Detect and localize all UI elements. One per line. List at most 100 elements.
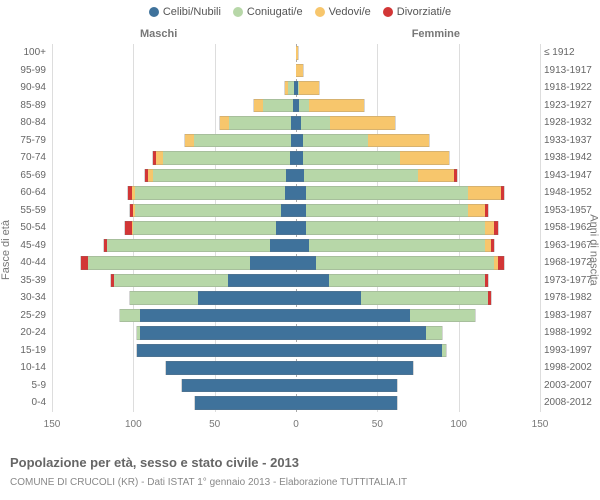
female-bar bbox=[296, 204, 489, 218]
bar-seg-divorced bbox=[485, 274, 488, 288]
bar-seg-married bbox=[309, 239, 485, 253]
age-label: 75-79 bbox=[4, 132, 46, 149]
birth-year-label: 1918-1922 bbox=[544, 79, 596, 96]
age-row: 75-791933-1937 bbox=[52, 132, 540, 150]
bar-seg-widowed bbox=[368, 134, 430, 148]
bar-seg-widowed bbox=[254, 99, 264, 113]
legend-item: Coniugati/e bbox=[233, 6, 303, 18]
x-tick-label: 100 bbox=[125, 419, 142, 430]
bar-seg-single bbox=[296, 256, 316, 270]
bar-seg-single bbox=[276, 221, 296, 235]
male-bar bbox=[136, 326, 296, 340]
birth-year-label: 1978-1982 bbox=[544, 289, 596, 306]
male-bar bbox=[165, 361, 296, 375]
birth-year-label: 1963-1967 bbox=[544, 237, 596, 254]
bar-seg-married bbox=[130, 291, 198, 305]
female-bar bbox=[296, 186, 505, 200]
bar-seg-widowed bbox=[468, 186, 501, 200]
bar-seg-divorced bbox=[498, 256, 505, 270]
bar-seg-widowed bbox=[418, 169, 454, 183]
bar-seg-divorced bbox=[454, 169, 457, 183]
bar-seg-married bbox=[303, 134, 368, 148]
bar-seg-single bbox=[296, 221, 306, 235]
female-bar bbox=[296, 46, 299, 60]
grid-line bbox=[540, 44, 541, 412]
male-bar bbox=[284, 81, 296, 95]
bar-seg-single bbox=[182, 379, 296, 393]
bar-seg-single bbox=[281, 204, 296, 218]
female-bar bbox=[296, 256, 505, 270]
age-row: 45-491963-1967 bbox=[52, 237, 540, 255]
age-row: 10-141998-2002 bbox=[52, 359, 540, 377]
bar-seg-single bbox=[198, 291, 296, 305]
male-bar bbox=[253, 99, 296, 113]
bar-seg-single bbox=[195, 396, 296, 410]
female-bar bbox=[296, 134, 430, 148]
bar-seg-single bbox=[250, 256, 296, 270]
male-bar bbox=[144, 169, 296, 183]
bar-seg-married bbox=[135, 204, 281, 218]
birth-year-label: 1983-1987 bbox=[544, 307, 596, 324]
bar-seg-widowed bbox=[400, 151, 449, 165]
birth-year-label: 1958-1962 bbox=[544, 219, 596, 236]
bar-seg-married bbox=[120, 309, 140, 323]
female-bar bbox=[296, 274, 489, 288]
male-bar bbox=[152, 151, 296, 165]
female-label: Femmine bbox=[412, 28, 460, 40]
bar-seg-married bbox=[442, 344, 445, 358]
bar-seg-divorced bbox=[491, 239, 494, 253]
bar-seg-married bbox=[426, 326, 442, 340]
bar-seg-widowed bbox=[185, 134, 193, 148]
male-bar bbox=[124, 221, 296, 235]
bar-seg-married bbox=[163, 151, 290, 165]
female-bar bbox=[296, 116, 396, 130]
bar-seg-married bbox=[133, 221, 276, 235]
age-label: 5-9 bbox=[4, 377, 46, 394]
age-row: 80-841928-1932 bbox=[52, 114, 540, 132]
birth-year-label: 1953-1957 bbox=[544, 202, 596, 219]
bar-seg-married bbox=[306, 204, 469, 218]
bar-seg-single bbox=[270, 239, 296, 253]
age-label: 10-14 bbox=[4, 359, 46, 376]
male-bar bbox=[110, 274, 296, 288]
female-bar bbox=[296, 379, 398, 393]
female-bar bbox=[296, 99, 365, 113]
legend-item: Vedovi/e bbox=[315, 6, 371, 18]
chart-subtitle: COMUNE DI CRUCOLI (KR) - Dati ISTAT 1° g… bbox=[10, 477, 407, 488]
legend-label: Coniugati/e bbox=[247, 6, 303, 18]
bar-seg-single bbox=[296, 239, 309, 253]
x-tick-label: 50 bbox=[209, 419, 220, 430]
age-row: 30-341978-1982 bbox=[52, 289, 540, 307]
male-bar bbox=[119, 309, 296, 323]
x-tick-label: 50 bbox=[372, 419, 383, 430]
male-bar bbox=[129, 204, 296, 218]
female-bar bbox=[296, 361, 414, 375]
age-label: 20-24 bbox=[4, 324, 46, 341]
bar-seg-married bbox=[304, 169, 418, 183]
age-label: 35-39 bbox=[4, 272, 46, 289]
age-row: 35-391973-1977 bbox=[52, 272, 540, 290]
age-label: 50-54 bbox=[4, 219, 46, 236]
bar-seg-married bbox=[88, 256, 251, 270]
birth-year-label: 1998-2002 bbox=[544, 359, 596, 376]
age-row: 15-191993-1997 bbox=[52, 342, 540, 360]
bar-seg-single bbox=[140, 326, 296, 340]
birth-year-label: ≤ 1912 bbox=[544, 44, 596, 61]
age-label: 90-94 bbox=[4, 79, 46, 96]
bar-seg-married bbox=[361, 291, 488, 305]
age-label: 70-74 bbox=[4, 149, 46, 166]
birth-year-label: 1973-1977 bbox=[544, 272, 596, 289]
birth-year-label: 1923-1927 bbox=[544, 97, 596, 114]
age-row: 65-691943-1947 bbox=[52, 167, 540, 185]
bar-seg-single bbox=[296, 291, 361, 305]
male-bar bbox=[129, 291, 296, 305]
age-row: 50-541958-1962 bbox=[52, 219, 540, 237]
birth-year-label: 1988-1992 bbox=[544, 324, 596, 341]
bar-seg-married bbox=[410, 309, 475, 323]
x-tick-label: 0 bbox=[293, 419, 299, 430]
bar-seg-married bbox=[301, 116, 330, 130]
birth-year-label: 1948-1952 bbox=[544, 184, 596, 201]
bar-seg-widowed bbox=[330, 116, 395, 130]
bar-seg-widowed bbox=[296, 64, 303, 78]
age-row: 0-42008-2012 bbox=[52, 394, 540, 412]
